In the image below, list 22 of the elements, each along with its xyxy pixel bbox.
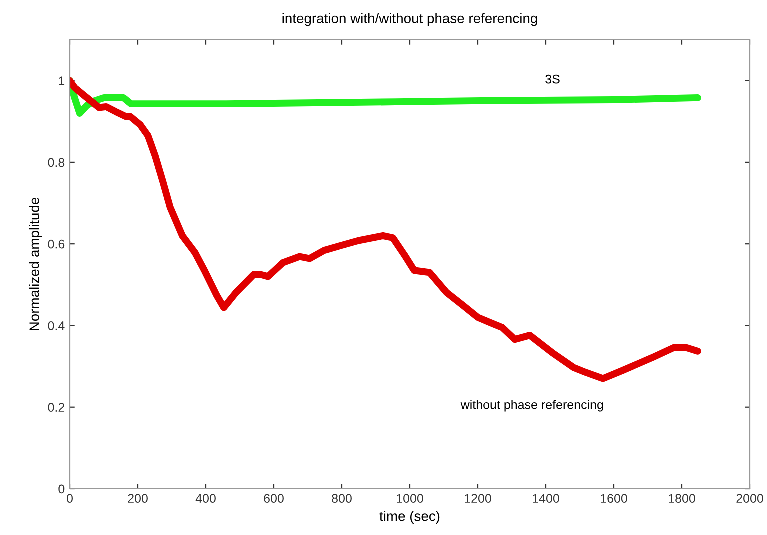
x-tick-label: 1000 [397,494,424,504]
x-tick-label: 2000 [736,494,764,504]
x-tick-label: 200 [128,494,148,504]
y-tick-label: 0.8 [48,158,65,168]
x-tick-label: 600 [264,494,284,504]
chart-title: integration with/without phase referencing [282,13,538,26]
annotation: 3S [546,74,560,84]
x-tick-label: 1400 [533,494,560,504]
y-axis-title: Normalized amplitude [29,198,42,331]
y-tick-label: 1 [59,76,65,86]
y-tick-label: 0.6 [48,240,65,249]
x-tick-label: 1600 [601,494,628,504]
annotation: without phase referencing [460,400,604,412]
x-axis-title: time (sec) [380,511,440,524]
y-tick-label: 0.4 [48,322,65,330]
y-tick-label: 0.2 [48,403,65,412]
x-tick-label: 400 [196,494,216,504]
x-tick-label: 0 [67,494,73,504]
x-tick-label: 1800 [669,494,696,504]
x-tick-label: 1200 [465,494,492,504]
x-tick-label: 800 [332,494,352,504]
y-tick-label: 0 [58,484,65,494]
